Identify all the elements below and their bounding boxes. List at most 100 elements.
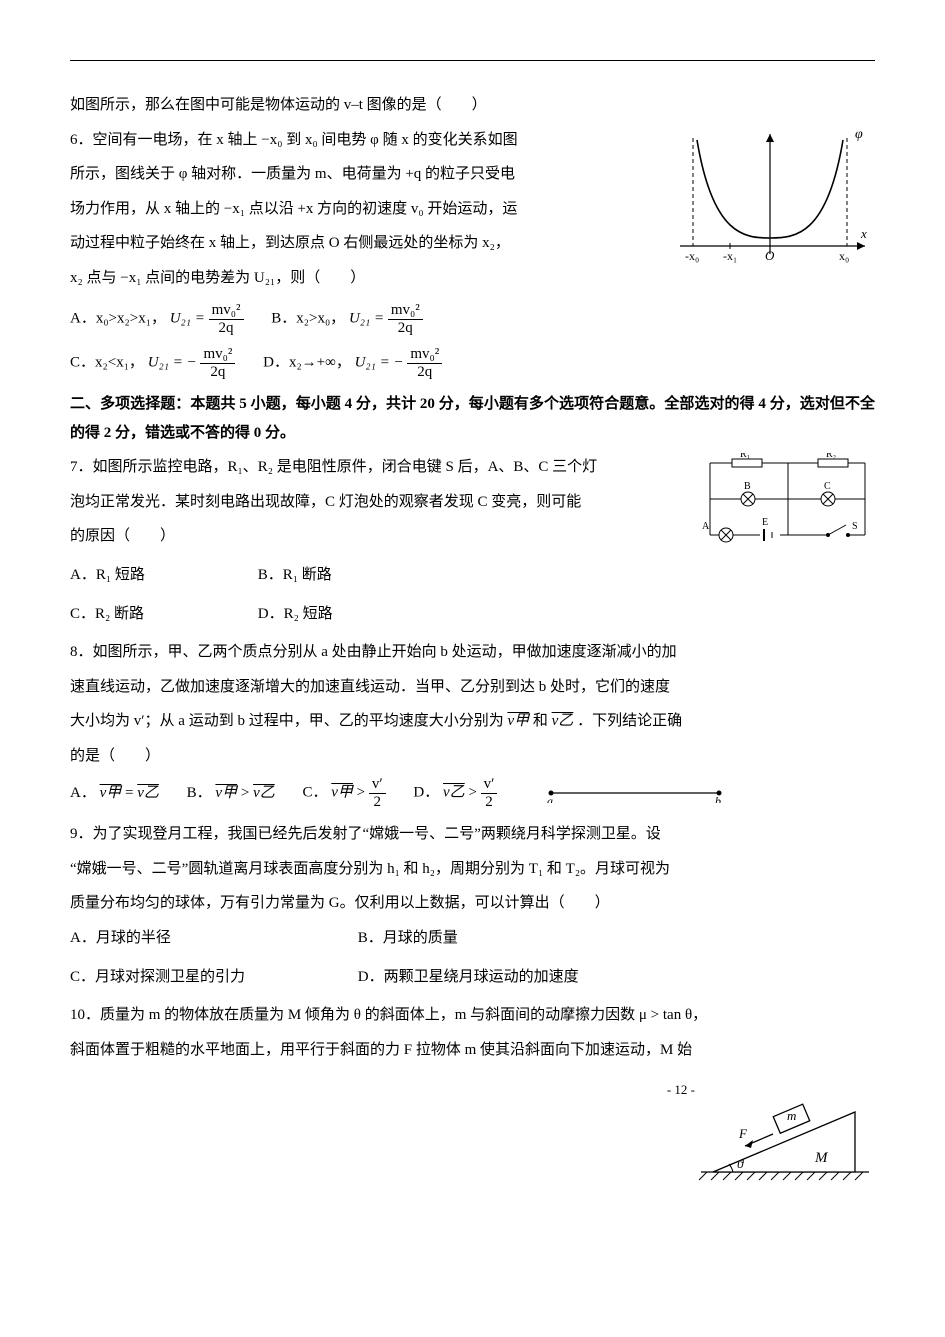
svg-text:ϑ: ϑ [737, 1156, 744, 1171]
q7-figure: R₁ R₂ B C A E [700, 453, 875, 543]
q7-optA: A．R₁ 短路 [70, 561, 230, 590]
q9-optC: C．月球对探测卫星的引力 [70, 963, 330, 992]
frac-num: mv₀² [209, 302, 244, 320]
mid: > [357, 785, 369, 801]
q8-line2: 速直线运动，乙做加速度逐渐增大的加速直线运动．当甲、乙分别到达 b 处时，它们的… [70, 673, 875, 702]
q6-optA-frac: mv₀² 2q [209, 302, 244, 336]
ov: v甲 [100, 785, 122, 801]
q6-options-row2: C．x₂<x₁， U₂₁ = − mv₀² 2q D．x₂→+∞， U₂₁ = … [70, 346, 875, 380]
q6-optC: C．x₂<x₁， U₂₁ = − mv₀² 2q [70, 346, 235, 380]
frac-num: mv₀² [200, 346, 235, 364]
q7-options-row1: A．R₁ 短路 B．R₁ 断路 [70, 561, 875, 590]
q8-l3a: 大小均为 v′；从 a 运动到 b 过程中，甲、乙的平均速度大小分别为 [70, 713, 507, 729]
q8-optB-pre: B． [187, 785, 212, 801]
frac-den: 2q [200, 364, 235, 381]
q9-line3: 质量分布均匀的球体，万有引力常量为 G。仅利用以上数据，可以计算出（ ） [70, 889, 875, 918]
frac-den: 2q [209, 320, 244, 337]
q9-optD: D．两颗卫星绕月球运动的加速度 [358, 963, 579, 992]
q8-ab-figure: a b [545, 783, 725, 803]
frac-num: v′ [369, 776, 386, 794]
q8-optD-frac: v′ 2 [481, 776, 498, 810]
section2-head: 二、多项选择题：本题共 5 小题，每小题 4 分，共计 20 分，每小题有多个选… [70, 390, 875, 447]
svg-text:M: M [814, 1150, 829, 1166]
q6-optC-u: U₂₁ = − [148, 354, 197, 370]
q7-options-row2: C．R₂ 断路 D．R₂ 短路 [70, 599, 875, 628]
mid: > [468, 785, 480, 801]
q6-optA-u: U₂₁ = [170, 310, 205, 326]
svg-text:φ: φ [855, 127, 863, 142]
svg-text:R₂: R₂ [826, 453, 836, 460]
q6-optB-frac: mv₀² 2q [388, 302, 423, 336]
frac-den: 2 [369, 794, 386, 811]
prev-question-tail: 如图所示，那么在图中可能是物体运动的 v–t 图像的是（ ） [70, 91, 875, 120]
q7-optB: B．R₁ 断路 [258, 561, 332, 590]
svg-text:O: O [765, 248, 775, 263]
mid: = [125, 785, 137, 801]
svg-text:R₁: R₁ [740, 453, 750, 460]
q7: R₁ R₂ B C A E [70, 453, 875, 557]
q8-vyi: v乙 [552, 713, 574, 729]
q7-optC: C．R₂ 断路 [70, 600, 230, 629]
q6-optB: B．x₂>x₀， U₂₁ = mv₀² 2q [271, 302, 422, 336]
ov: v甲 [331, 785, 353, 801]
q7-optD: D．R₂ 短路 [258, 600, 333, 629]
q6-optA: A．x₀>x₂>x₁， U₂₁ = mv₀² 2q [70, 302, 244, 336]
ov: v甲 [215, 785, 237, 801]
q9-options-row1: A．月球的半径 B．月球的质量 [70, 924, 875, 953]
q6-optA-pre: A．x₀>x₂>x₁， [70, 310, 166, 326]
q10-figure-row: m F ϑ M - 12 - [70, 1078, 875, 1182]
q8-optC-pre: C． [302, 785, 327, 801]
svg-text:B: B [744, 481, 751, 492]
q8-optA: A． v甲 = v乙 [70, 779, 159, 808]
q8-line3: 大小均为 v′；从 a 运动到 b 过程中，甲、乙的平均速度大小分别为 v甲 和… [70, 707, 875, 736]
q8-optD: D． v乙 > v′ 2 [413, 776, 497, 810]
q9-optA: A．月球的半径 [70, 924, 330, 953]
q6-optD-frac: mv₀² 2q [407, 346, 442, 380]
frac-num: v′ [481, 776, 498, 794]
q6-optC-frac: mv₀² 2q [200, 346, 235, 380]
svg-text:a: a [547, 794, 553, 803]
q8-line4: 的是（ ） [70, 742, 875, 771]
q8-l3b: 和 [533, 713, 552, 729]
svg-text:-x₁: -x₁ [723, 249, 737, 263]
q6-optB-u: U₂₁ = [349, 310, 384, 326]
q9-optB: B．月球的质量 [358, 924, 458, 953]
q8-optD-pre: D． [413, 785, 439, 801]
frac-den: 2q [388, 320, 423, 337]
q6-optD-pre: D．x₂→+∞， [263, 354, 351, 370]
svg-text:-x₀: -x₀ [685, 249, 699, 263]
q9-options-row2: C．月球对探测卫星的引力 D．两颗卫星绕月球运动的加速度 [70, 962, 875, 991]
ov: v乙 [443, 785, 465, 801]
frac-num: mv₀² [388, 302, 423, 320]
q6-optB-pre: B．x₂>x₀， [271, 310, 345, 326]
frac-num: mv₀² [407, 346, 442, 364]
frac-den: 2q [407, 364, 442, 381]
ov: v乙 [137, 785, 159, 801]
q8-vjia: v甲 [507, 713, 529, 729]
q8-line1: 8．如图所示，甲、乙两个质点分别从 a 处由静止开始向 b 处运动，甲做加速度逐… [70, 638, 875, 667]
q8-optA-pre: A． [70, 785, 96, 801]
q9-line2: “嫦娥一号、二号”圆轨道离月球表面高度分别为 h₁ 和 h₂，周期分别为 T₁ … [70, 855, 875, 884]
svg-text:C: C [824, 481, 831, 492]
svg-text:x₀: x₀ [839, 249, 849, 263]
q10-line2: 斜面体置于粗糙的水平地面上，用平行于斜面的力 F 拉物体 m 使其沿斜面向下加速… [70, 1036, 875, 1065]
q6-optC-pre: C．x₂<x₁， [70, 354, 144, 370]
q10-figure: m F ϑ M [695, 1082, 875, 1182]
svg-text:x: x [860, 226, 867, 241]
q6: φ x -x₀ -x₁ O x₀ 6．空间有一电场，在 x 轴上 −x₀ 到 x… [70, 126, 875, 299]
q6-optD: D．x₂→+∞， U₂₁ = − mv₀² 2q [263, 346, 442, 380]
svg-text:m: m [787, 1108, 796, 1123]
q6-figure: φ x -x₀ -x₁ O x₀ [665, 126, 875, 276]
svg-text:b: b [715, 794, 721, 803]
q10-line1: 10．质量为 m 的物体放在质量为 M 倾角为 θ 的斜面体上，m 与斜面间的动… [70, 1001, 875, 1030]
q9-line1: 9．为了实现登月工程，我国已经先后发射了“嫦娥一号、二号”两颗绕月科学探测卫星。… [70, 820, 875, 849]
q8-optB: B． v甲 > v乙 [187, 779, 275, 808]
svg-text:A: A [702, 521, 710, 532]
q8-options: A． v甲 = v乙 B． v甲 > v乙 C． v甲 > v′ 2 D． v乙… [70, 776, 875, 810]
q8-optC-frac: v′ 2 [369, 776, 386, 810]
q6-options-row1: A．x₀>x₂>x₁， U₂₁ = mv₀² 2q B．x₂>x₀， U₂₁ =… [70, 302, 875, 336]
frac-den: 2 [481, 794, 498, 811]
svg-text:S: S [852, 521, 858, 532]
ov: v乙 [253, 785, 275, 801]
top-rule [70, 60, 875, 61]
